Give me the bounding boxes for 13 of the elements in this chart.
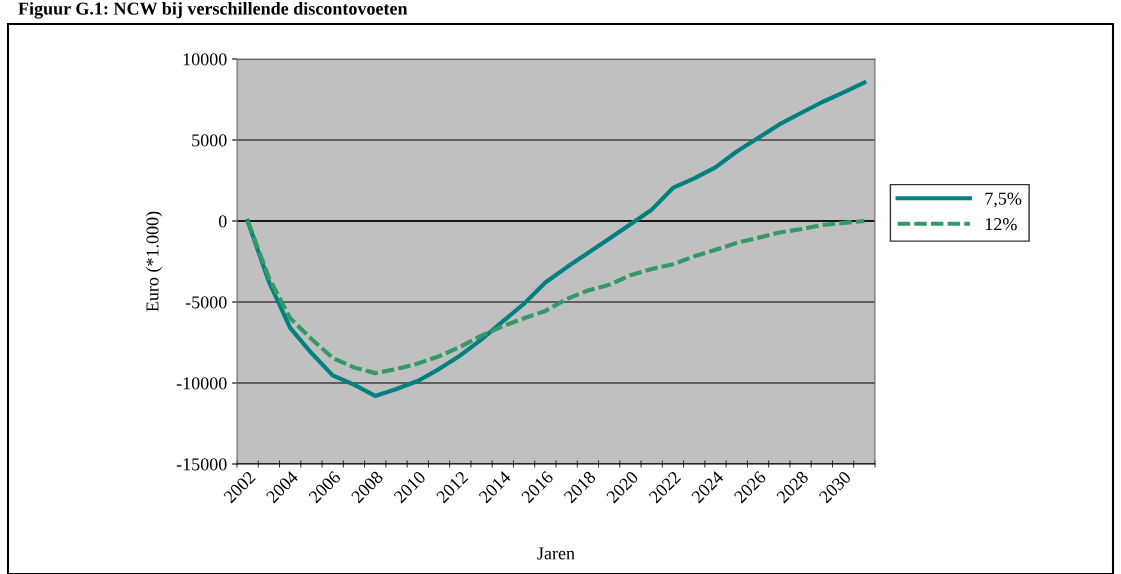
line-series: [245, 80, 867, 399]
y-tick-label: 0: [218, 215, 227, 228]
y-axis-title: Euro (*1.000): [145, 211, 163, 312]
x-axis-title: Jaren: [537, 547, 575, 560]
y-tick-label: 10000: [183, 53, 227, 66]
y-tick-label: -15000: [176, 458, 227, 471]
legend-label: 7,5%: [985, 192, 1022, 208]
y-tick-label: -5000: [185, 296, 227, 309]
y-tick-label: -10000: [176, 377, 227, 390]
chart-title: Figuur G.1: NCW bij verschillende discontovoeten: [18, 2, 408, 19]
legend-label: 12%: [985, 218, 1017, 231]
line-series: [245, 218, 867, 376]
y-tick-label: 5000: [192, 134, 227, 147]
